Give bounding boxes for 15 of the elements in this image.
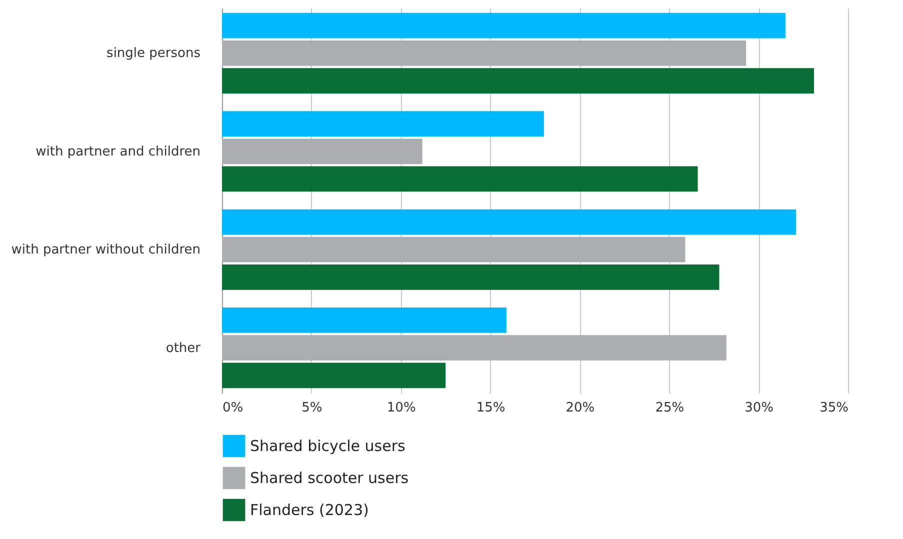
x-tick-label: 35% <box>820 400 848 416</box>
x-tick-label: 15% <box>476 400 506 416</box>
y-tick-label: with partner without children <box>11 242 200 258</box>
x-tick-label: 30% <box>744 400 774 416</box>
x-tick-label: 5% <box>302 400 322 416</box>
legend-label: Flanders (2023) <box>250 501 369 519</box>
x-tick-label: 25% <box>655 400 684 416</box>
legend-label: Shared scooter users <box>250 469 409 487</box>
y-tick-label: single persons <box>106 46 201 62</box>
x-tick-label: 20% <box>566 400 595 416</box>
y-tick-label: other <box>166 340 202 356</box>
x-tick-label: 0% <box>222 400 244 416</box>
x-tick-label: 10% <box>386 400 416 416</box>
legend-label: Shared bicycle users <box>250 437 406 455</box>
y-tick-label: with partner and children <box>36 144 200 160</box>
